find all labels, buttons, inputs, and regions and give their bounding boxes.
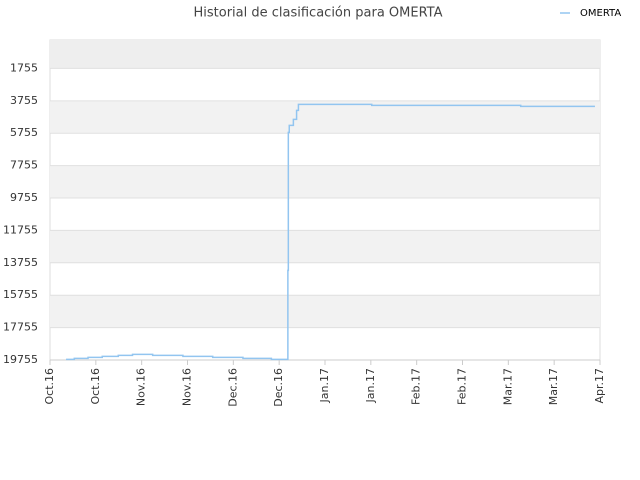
legend-label: OMERTA (580, 8, 621, 19)
y-tick-label: 13755 (3, 256, 38, 269)
band (50, 230, 600, 263)
x-tick-label: Dec.16 (272, 368, 285, 407)
x-tick-label: Oct.16 (89, 368, 102, 405)
y-tick-label: 17755 (3, 321, 38, 334)
y-tick-label: 3755 (10, 94, 38, 107)
x-tick-label: Nov.16 (181, 368, 194, 406)
band (50, 40, 600, 69)
x-tick-label: Jan.17 (364, 368, 377, 403)
x-tick-label: Nov.16 (135, 368, 148, 406)
x-tick-label: Mar.17 (547, 368, 560, 405)
x-tick-label: Apr.17 (593, 368, 606, 404)
data-line (66, 103, 595, 361)
x-tick-label: Feb.17 (410, 368, 423, 405)
y-tick-label: 11755 (3, 223, 38, 236)
band (50, 165, 600, 199)
x-tick-label: Mar.17 (501, 368, 514, 405)
x-tick-label: Dec.16 (226, 368, 239, 407)
band (50, 295, 600, 328)
x-tick-label: Oct.16 (43, 368, 56, 405)
x-tick-label: Jan.17 (318, 368, 331, 403)
y-tick-label: 15755 (3, 288, 38, 301)
y-tick-label: 19755 (3, 353, 38, 366)
chart-title: Historial de clasificación para OMERTA (194, 6, 443, 21)
x-tick-label: Feb.17 (456, 368, 469, 405)
y-tick-label: 9755 (10, 191, 38, 204)
y-tick-label: 5755 (10, 126, 38, 139)
y-tick-label: 7755 (10, 159, 38, 172)
y-tick-label: 1755 (10, 61, 38, 74)
band (50, 100, 600, 134)
